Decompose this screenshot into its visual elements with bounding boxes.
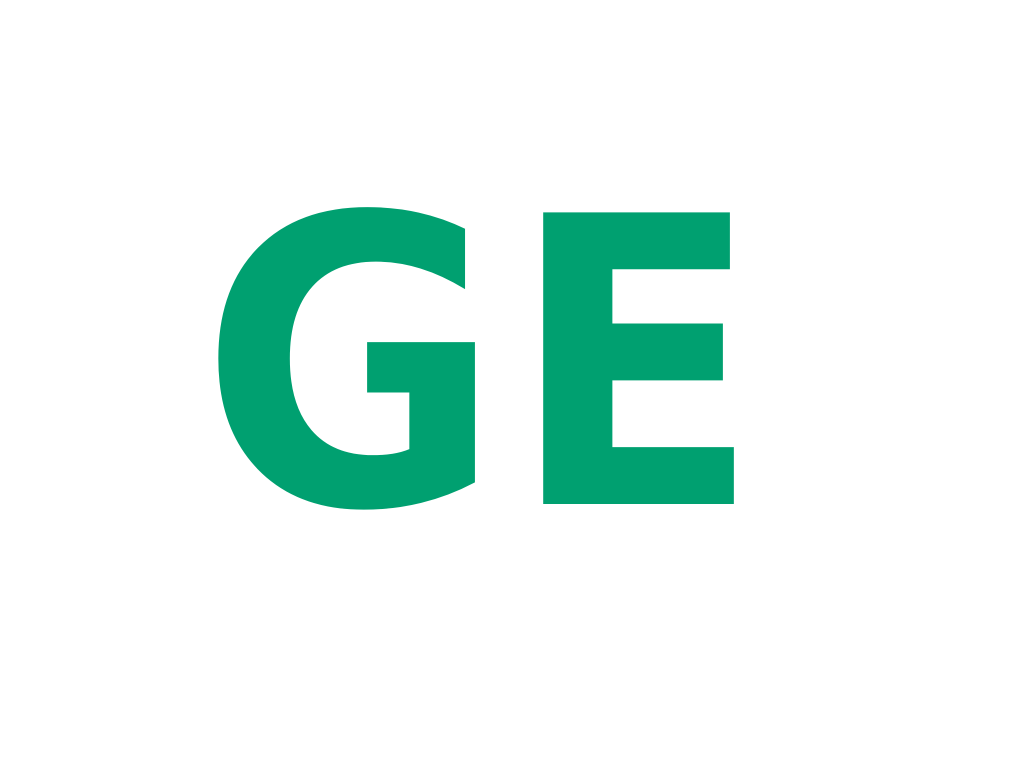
large-green-text: GE [200, 134, 769, 599]
